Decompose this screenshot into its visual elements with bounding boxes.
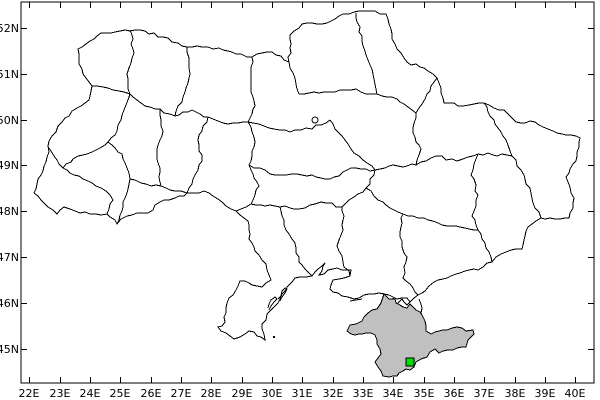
crimea-region — [346, 293, 475, 378]
oblast-border — [376, 93, 417, 114]
x-tick-label: 39E — [535, 387, 556, 400]
oblast-border — [336, 207, 351, 277]
oblast-border — [92, 85, 131, 95]
borders-layer — [33, 10, 581, 378]
oblast-border — [382, 201, 478, 231]
oblast-border — [126, 29, 135, 95]
country-border — [33, 10, 581, 342]
x-tick-label: 29E — [232, 387, 253, 400]
oblast-border — [207, 116, 248, 125]
oblast-border — [299, 88, 377, 95]
x-tick-label: 25E — [110, 387, 131, 400]
oblast-border — [511, 155, 542, 219]
oblast-border — [399, 213, 419, 296]
oblast-border — [374, 163, 417, 171]
enclave-border — [311, 116, 319, 124]
coastal-detail — [349, 298, 363, 302]
x-tick-label: 33E — [353, 387, 374, 400]
oblast-border — [412, 113, 422, 166]
oblast-border — [415, 77, 438, 114]
oblast-border — [248, 164, 376, 180]
oblast-border — [279, 206, 313, 277]
x-tick-label: 40E — [565, 387, 586, 400]
oblast-border — [415, 152, 513, 166]
oblast-border — [116, 178, 131, 225]
x-tick-label: 38E — [505, 387, 526, 400]
location-marker — [405, 357, 415, 367]
x-tick-label: 30E — [262, 387, 283, 400]
x-tick-label: 34E — [383, 387, 404, 400]
oblast-border — [107, 141, 131, 180]
oblast-border — [247, 56, 256, 123]
y-tick-label: 49N — [0, 159, 19, 172]
x-tick-label: 31E — [292, 387, 313, 400]
oblast-border — [174, 47, 191, 117]
island-dot — [273, 336, 275, 338]
oblast-border — [156, 109, 164, 187]
y-tick-label: 50N — [0, 114, 19, 127]
y-tick-label: 45N — [0, 343, 19, 356]
y-tick-label: 47N — [0, 251, 19, 264]
oblast-border — [483, 102, 513, 157]
x-tick-label: 28E — [201, 387, 222, 400]
coastal-detail — [277, 287, 288, 302]
y-tick-label: 51N — [0, 68, 19, 81]
x-tick-label: 32E — [323, 387, 344, 400]
oblast-border — [129, 178, 162, 187]
x-tick-label: 26E — [141, 387, 162, 400]
y-tick-label: 52N — [0, 22, 19, 35]
oblast-border — [470, 153, 493, 263]
x-tick-label: 37E — [474, 387, 495, 400]
oblast-border — [235, 203, 252, 212]
oblast-border — [62, 141, 109, 169]
x-tick-label: 36E — [444, 387, 465, 400]
oblast-border — [250, 187, 367, 210]
x-tick-label: 24E — [80, 387, 101, 400]
plot-frame — [20, 1, 595, 384]
y-tick-label: 48N — [0, 205, 19, 218]
oblast-border — [160, 185, 188, 194]
oblast-border — [47, 146, 114, 215]
y-tick-label: 46N — [0, 297, 19, 310]
oblast-border — [329, 119, 376, 171]
oblast-border — [355, 13, 378, 95]
oblast-border — [186, 116, 209, 194]
x-tick-label: 27E — [171, 387, 192, 400]
x-tick-label: 35E — [414, 387, 435, 400]
oblast-border — [174, 109, 208, 118]
x-tick-label: 23E — [50, 387, 71, 400]
oblast-border — [288, 61, 300, 95]
oblast-border — [107, 93, 131, 143]
x-tick-label: 22E — [19, 387, 40, 400]
coastal-detail — [267, 296, 278, 311]
oblast-border — [129, 93, 176, 117]
oblast-border — [247, 119, 331, 133]
